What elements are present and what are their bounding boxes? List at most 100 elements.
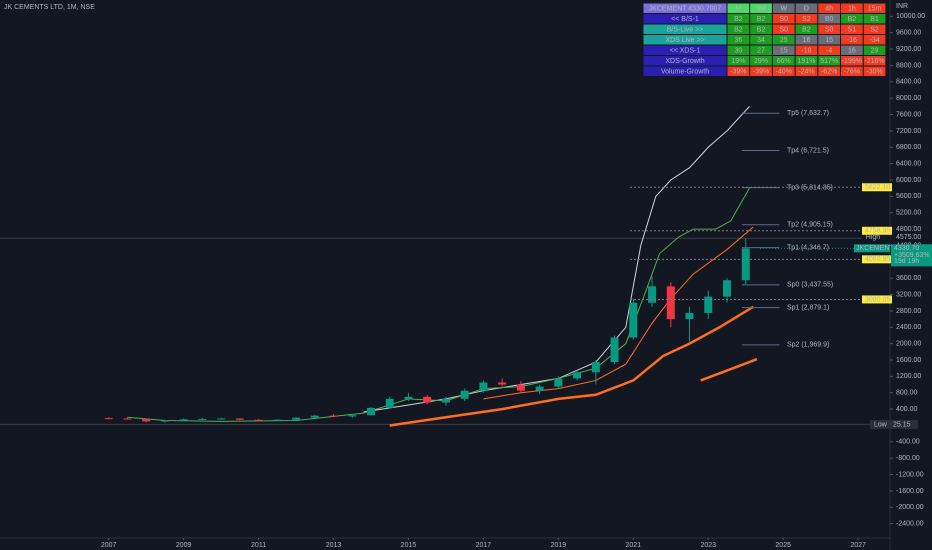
table-cell-bg bbox=[863, 24, 886, 34]
table-cell-bg bbox=[841, 56, 863, 66]
table-cell-bg bbox=[750, 45, 772, 55]
table-cell: -16 bbox=[847, 37, 857, 44]
candle-body bbox=[573, 372, 582, 379]
table-header-bg bbox=[750, 3, 772, 13]
table-cell-bg bbox=[643, 24, 727, 34]
y-tick-label: 8800.00 bbox=[896, 62, 921, 69]
candle-body bbox=[741, 248, 750, 281]
x-tick-label: 2007 bbox=[101, 542, 117, 549]
x-tick-label: 2013 bbox=[326, 542, 342, 549]
candle-body bbox=[516, 384, 525, 391]
table-cell: B2 bbox=[802, 27, 811, 34]
table-cell-bg bbox=[818, 56, 840, 66]
table-cell-bg bbox=[863, 35, 886, 45]
x-tick-label: 2021 bbox=[626, 542, 642, 549]
table-cell: -34 bbox=[869, 37, 879, 44]
table-cell: 15 bbox=[825, 37, 833, 44]
table-header-bg bbox=[795, 3, 818, 13]
y-tick-label: 3600.00 bbox=[896, 275, 921, 282]
table-cell-bg bbox=[818, 24, 840, 34]
last-badge bbox=[891, 244, 932, 267]
table-cell-bg bbox=[841, 14, 863, 24]
table-cell: S0 bbox=[779, 16, 788, 23]
y-tick-label: 3200.00 bbox=[896, 291, 921, 298]
level-label: Sp0 (3,437.55) bbox=[787, 282, 833, 289]
table-cell-bg bbox=[727, 56, 750, 66]
y-tick-label: 8400.00 bbox=[896, 79, 921, 86]
table-header: JKCEMENT 4330.7007 bbox=[649, 6, 722, 13]
y-tick-label: -1200.00 bbox=[896, 471, 924, 478]
table-cell: S0 bbox=[779, 27, 788, 34]
table-cell: 29% bbox=[754, 58, 768, 65]
candle-body bbox=[217, 418, 226, 420]
badge bbox=[862, 255, 892, 264]
table-cell-bg bbox=[772, 56, 795, 66]
y-tick-label: 2400.00 bbox=[896, 324, 921, 331]
level-label: Tp1 (4,346.7) bbox=[787, 244, 829, 251]
candle-body bbox=[685, 312, 694, 320]
band-line bbox=[389, 305, 754, 427]
last-change: +3509.63% bbox=[894, 252, 930, 259]
y-tick-label: 8000.00 bbox=[896, 95, 921, 102]
candle-body bbox=[629, 302, 638, 338]
x-tick-label: 2023 bbox=[700, 542, 716, 549]
candle-body bbox=[479, 382, 488, 391]
table-cell-bg bbox=[643, 56, 727, 66]
table-cell-bg bbox=[772, 14, 795, 24]
table-cell: -39% bbox=[730, 69, 746, 76]
candle-body bbox=[179, 419, 188, 421]
level-label: Tp4 (6,721.5) bbox=[787, 147, 829, 154]
last-symbol-badge bbox=[854, 244, 890, 253]
table-cell-bg bbox=[643, 66, 727, 76]
y-tick-label: 6000.00 bbox=[896, 177, 921, 184]
candle-body bbox=[535, 386, 544, 391]
table-cell-bg bbox=[841, 66, 863, 76]
y-tick-label: 10000.00 bbox=[896, 13, 925, 20]
table-cell: B2 bbox=[848, 16, 857, 23]
table-cell: S0 bbox=[825, 27, 834, 34]
table-cell: S1 bbox=[848, 27, 857, 34]
candle-body bbox=[160, 420, 169, 422]
candle-body bbox=[329, 415, 338, 417]
badge bbox=[862, 295, 892, 304]
table-cell-bg bbox=[750, 56, 772, 66]
table-cell: << B/S-1 bbox=[671, 16, 699, 23]
y-tick-label: 9600.00 bbox=[896, 30, 921, 37]
chart-title: JK CEMENTS LTD, 1M, NSE bbox=[4, 4, 95, 11]
table-cell: B2 bbox=[757, 16, 766, 23]
table-cell-bg bbox=[841, 45, 863, 55]
y-tick-label: -800.00 bbox=[896, 455, 920, 462]
last-value: 4330.70 bbox=[894, 245, 919, 252]
table-header-bg bbox=[818, 3, 840, 13]
x-tick-label: 2015 bbox=[401, 542, 417, 549]
table-header: D bbox=[804, 6, 809, 13]
candle-body bbox=[423, 396, 432, 403]
badge-label: 5822.10 bbox=[865, 184, 890, 191]
candle-body bbox=[385, 398, 394, 408]
level-label: Tp3 (5,814.35) bbox=[787, 184, 833, 191]
table-cell-bg bbox=[795, 66, 818, 76]
table-cell: Volume-Growth bbox=[661, 69, 709, 76]
candle-body bbox=[554, 378, 563, 387]
table-cell-bg bbox=[643, 35, 727, 45]
candle-body bbox=[310, 415, 319, 418]
table-cell: B0 bbox=[825, 16, 834, 23]
table-cell-bg bbox=[772, 45, 795, 55]
table-header-bg bbox=[643, 3, 727, 13]
table-cell-bg bbox=[750, 66, 772, 76]
table-header-bg bbox=[772, 3, 795, 13]
candle-body bbox=[666, 286, 675, 320]
table-header: 3M bbox=[756, 6, 766, 13]
level-label: Sp2 (1,969.9) bbox=[787, 342, 829, 349]
table-cell-bg bbox=[795, 14, 818, 24]
table-header: 15m bbox=[868, 6, 882, 13]
table-cell-bg bbox=[818, 35, 840, 45]
table-cell-bg bbox=[727, 66, 750, 76]
table-cell: 15 bbox=[780, 48, 788, 55]
level-label: Tp5 (7,632.7) bbox=[787, 110, 829, 117]
candle-body bbox=[198, 418, 207, 420]
table-cell-bg bbox=[818, 66, 840, 76]
table-cell: B/S-Live >> bbox=[667, 27, 704, 34]
table-cell: 36 bbox=[734, 37, 742, 44]
table-cell: XDS-Growth bbox=[665, 58, 704, 65]
